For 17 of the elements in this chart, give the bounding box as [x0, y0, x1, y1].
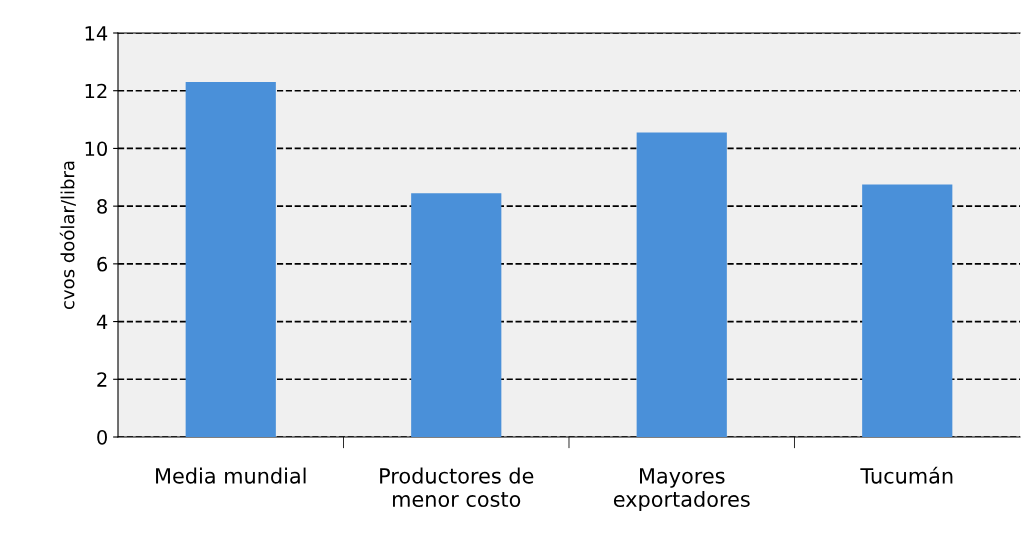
y-tick-label: 4 — [96, 314, 108, 329]
bar — [636, 132, 727, 437]
y-tick-label: 8 — [97, 199, 107, 214]
y-tick-label: 12 — [85, 83, 107, 99]
x-tick-label: Tucumán — [860, 466, 953, 484]
y-tick-label: 2 — [97, 372, 107, 387]
bar — [411, 193, 502, 437]
x-tick-label: Mayores exportadores — [613, 468, 750, 512]
y-axis-title: cvos doólar/libra — [59, 161, 76, 309]
bar — [185, 82, 276, 437]
y-tick-label: 14 — [85, 26, 108, 41]
bar — [862, 184, 953, 437]
x-tick-label: Media mundial — [156, 467, 306, 484]
y-tick-label: 10 — [85, 141, 107, 157]
y-tick-label: 0 — [97, 429, 107, 445]
x-tick-label: Productores de menor costo — [380, 467, 534, 508]
y-tick-label: 6 — [97, 256, 108, 272]
